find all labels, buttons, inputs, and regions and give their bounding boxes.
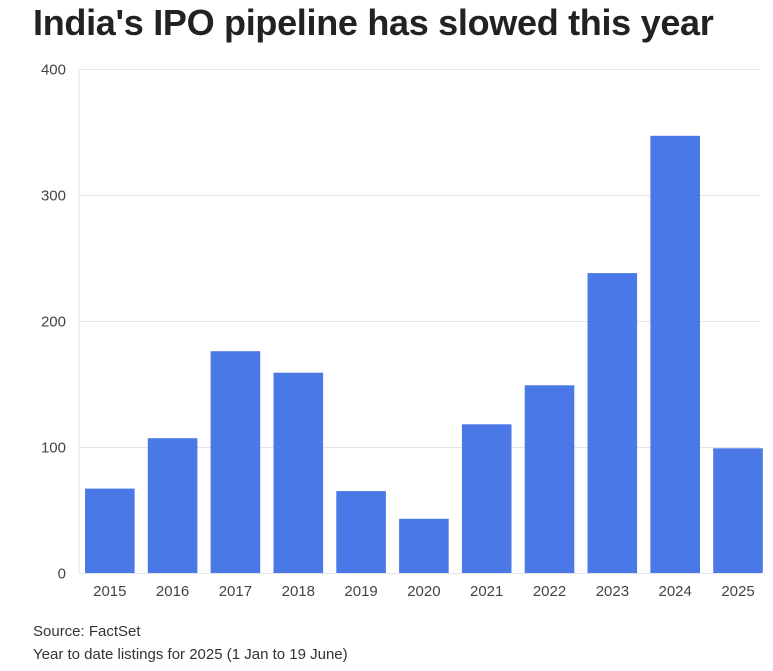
x-tick-label: 2021 [470, 583, 503, 600]
x-tick-label: 2020 [407, 583, 440, 600]
bar-2017 [210, 351, 261, 573]
bar-2023 [587, 273, 638, 573]
y-tick-label: 200 [41, 314, 66, 331]
bars [85, 135, 763, 574]
bar-2022 [524, 385, 575, 573]
x-tick-label: 2018 [282, 583, 315, 600]
bar-2016 [147, 438, 198, 573]
bar-2020 [399, 518, 449, 573]
x-tick-label: 2025 [721, 583, 754, 600]
bar-2019 [336, 491, 386, 573]
footnote: Year to date listings for 2025 (1 Jan to… [33, 646, 348, 663]
x-tick-label: 2015 [93, 583, 126, 600]
y-tick-label: 400 [41, 62, 66, 79]
x-tick-label: 2019 [344, 583, 377, 600]
y-tick-label: 100 [41, 440, 66, 457]
x-tick-label: 2022 [533, 583, 566, 600]
source-note: Source: FactSet [33, 623, 141, 640]
bar-2024 [650, 135, 700, 574]
y-tick-label: 0 [58, 566, 66, 583]
bar-2018 [273, 372, 324, 573]
x-tick-label: 2017 [219, 583, 252, 600]
bar-2015 [85, 488, 135, 573]
y-axis-ticks: 0 100 200 300 400 [41, 62, 66, 583]
bar-2021 [461, 424, 512, 573]
x-tick-label: 2024 [659, 583, 692, 600]
x-tick-label: 2023 [596, 583, 629, 600]
y-tick-label: 300 [41, 188, 66, 205]
bar-2025 [713, 448, 763, 573]
x-tick-label: 2016 [156, 583, 189, 600]
x-axis-ticks: 2015 2016 2017 2018 2019 2020 2021 2022 2023 2024… [93, 583, 755, 600]
chart-title: India's IPO pipeline has slowed this yea… [33, 2, 714, 43]
